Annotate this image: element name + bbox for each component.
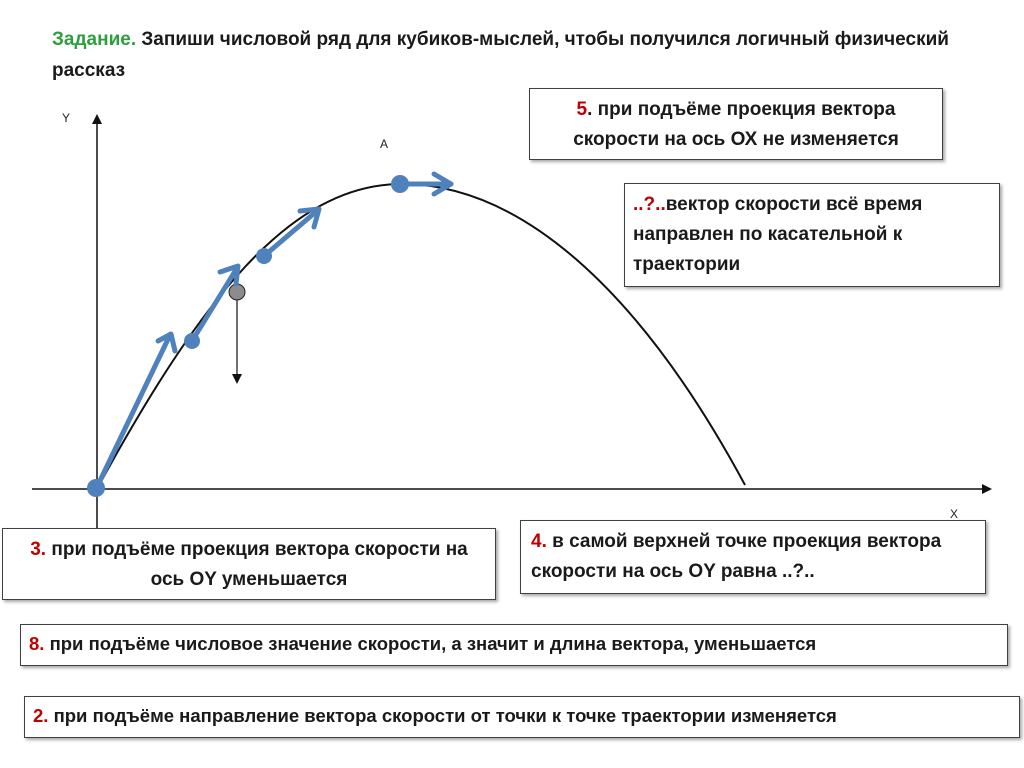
card-5-number: 5 (576, 99, 588, 120)
card-3: 3. при подъёме проекция вектора скорости… (2, 528, 496, 600)
trajectory-point-1 (87, 479, 105, 497)
card-3-text: при подъёме проекция вектора скорости на… (46, 539, 468, 590)
card-3-number: 3. (30, 539, 47, 560)
velocity-arrowhead-3 (297, 206, 322, 230)
card-4-number: 4. (531, 531, 547, 552)
velocity-vector-3 (261, 207, 321, 259)
y-axis-label: Y (62, 111, 70, 125)
trajectory-point-2 (184, 333, 200, 349)
card-unknown-number: ..?.. (633, 194, 666, 215)
card-8: 8. при подъёме числовое значение скорост… (20, 624, 1008, 666)
x-axis-label: X (950, 507, 958, 521)
gray-point (228, 283, 246, 301)
velocity-arrowhead-2 (217, 263, 241, 287)
velocity-vector-2 (189, 265, 240, 344)
trajectory-point-3 (256, 248, 272, 264)
task-lead: Задание. (52, 29, 137, 50)
card-2-number: 2. (33, 705, 49, 726)
card-8-text: при подъёме числовое значение скорости, … (44, 633, 817, 654)
task-title: Задание. Запиши числовой ряд для кубиков… (52, 24, 952, 86)
velocity-vector-1 (94, 332, 173, 490)
card-unknown-text: вектор скорости всё время направлен по к… (633, 194, 923, 275)
card-8-number: 8. (29, 633, 45, 654)
card-4-text: в самой верхней точке проекция вектора с… (531, 531, 942, 582)
trajectory-point-top (391, 175, 409, 193)
card-4: 4. в самой верхней точке проекция вектор… (520, 520, 986, 594)
velocity-arrowhead-4 (431, 171, 454, 197)
card-2-text: при подъёме направление вектора скорости… (48, 705, 837, 726)
task-text: Запиши числовой ряд для кубиков-мыслей, … (52, 29, 949, 81)
card-unknown: ..?..вектор скорости всё время направлен… (624, 183, 1000, 287)
card-5: 5. при подъёме проекция вектора скорости… (529, 88, 943, 160)
card-5-text: . при подъёме проекция вектора скорости … (573, 99, 899, 150)
top-point-label: А (380, 137, 388, 151)
card-2: 2. при подъёме направление вектора скоро… (24, 696, 1020, 738)
velocity-arrowhead-1 (155, 331, 178, 354)
